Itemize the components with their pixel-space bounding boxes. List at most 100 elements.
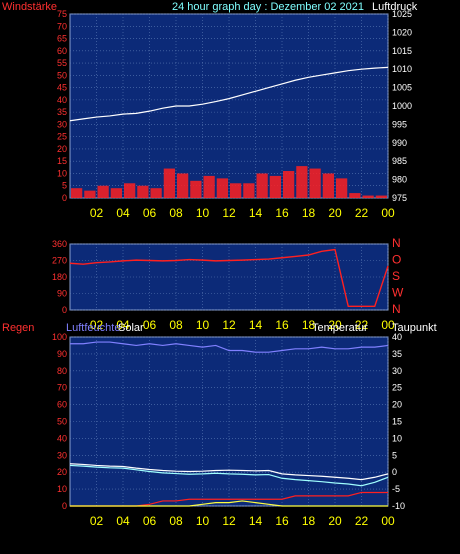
y-tick-label: 60 bbox=[57, 400, 67, 410]
y-tick-label: 30 bbox=[57, 450, 67, 460]
y-tick-label: 10 bbox=[57, 484, 67, 494]
y2-tick-label: 0 bbox=[392, 467, 397, 477]
y2-tick-label: 35 bbox=[392, 349, 402, 359]
y-tick-label: 50 bbox=[57, 70, 67, 80]
x-tick-label: 02 bbox=[90, 514, 104, 528]
x-tick-label: 12 bbox=[222, 206, 236, 220]
y2-tick-label: 1005 bbox=[392, 83, 412, 93]
x-tick-label: 00 bbox=[381, 514, 395, 528]
x-tick-label: 08 bbox=[169, 206, 183, 220]
y2-tick-label: 1015 bbox=[392, 46, 412, 56]
wind-bar bbox=[124, 183, 136, 198]
y-tick-label: 40 bbox=[57, 433, 67, 443]
y-tick-label: 50 bbox=[57, 417, 67, 427]
x-tick-label: 14 bbox=[249, 206, 263, 220]
y2-tick-label: S bbox=[392, 269, 400, 283]
x-tick-label: 14 bbox=[249, 514, 263, 528]
pressure-line bbox=[69, 66, 389, 122]
y-tick-label: 270 bbox=[52, 256, 67, 266]
wind-bar bbox=[137, 185, 149, 198]
x-tick-label: 00 bbox=[381, 206, 395, 220]
wind-bar bbox=[296, 166, 308, 198]
y-tick-label: 35 bbox=[57, 107, 67, 117]
x-tick-label: 06 bbox=[143, 514, 157, 528]
y-tick-label: 0 bbox=[62, 305, 67, 315]
y-tick-label: 60 bbox=[57, 46, 67, 56]
rain-axis-title: Regen bbox=[2, 322, 35, 334]
y-tick-label: 15 bbox=[57, 156, 67, 166]
y2-tick-label: 25 bbox=[392, 383, 402, 393]
y2-tick-label: 980 bbox=[392, 175, 407, 185]
y2-tick-label: 1020 bbox=[392, 27, 412, 37]
x-tick-label: 16 bbox=[275, 318, 289, 332]
y2-tick-label: -10 bbox=[392, 501, 405, 511]
wind-bar bbox=[362, 195, 374, 198]
x-tick-label: 18 bbox=[302, 514, 316, 528]
x-tick-label: 22 bbox=[355, 318, 369, 332]
y2-tick-label: 995 bbox=[392, 119, 407, 129]
x-tick-label: 10 bbox=[196, 206, 210, 220]
x-tick-label: 20 bbox=[328, 318, 342, 332]
y-tick-label: 0 bbox=[62, 501, 67, 511]
chart-title: 24 hour graph day : Dezember 02 2021 bbox=[172, 1, 365, 13]
wind-bar bbox=[71, 188, 83, 198]
temperature-legend-label: Temperatur bbox=[312, 322, 368, 334]
temperatur-line bbox=[69, 463, 389, 481]
wind-bar bbox=[177, 173, 189, 198]
y2-tick-label: 975 bbox=[392, 193, 407, 203]
y2-tick-label: 990 bbox=[392, 138, 407, 148]
y2-tick-label: 1025 bbox=[392, 9, 412, 19]
wind-bar bbox=[322, 173, 334, 198]
y-tick-label: 30 bbox=[57, 119, 67, 129]
taupunkt-line bbox=[69, 464, 389, 487]
y2-tick-label: 985 bbox=[392, 156, 407, 166]
x-tick-label: 12 bbox=[222, 514, 236, 528]
wind-axis-title: Windstärke bbox=[2, 1, 58, 13]
y-tick-label: 75 bbox=[57, 9, 67, 19]
y-tick-label: 40 bbox=[57, 95, 67, 105]
y-tick-label: 0 bbox=[62, 193, 67, 203]
pressure-axis-title: Luftdruck bbox=[372, 1, 418, 13]
x-tick-label: 08 bbox=[169, 318, 183, 332]
solar-legend-label: Solar bbox=[118, 322, 144, 334]
x-tick-label: 04 bbox=[116, 206, 130, 220]
y2-tick-label: 10 bbox=[392, 433, 402, 443]
y-tick-label: 80 bbox=[57, 366, 67, 376]
wind-bar bbox=[150, 188, 162, 198]
y2-tick-label: W bbox=[392, 286, 404, 300]
wind-bar bbox=[283, 171, 295, 198]
y-tick-label: 180 bbox=[52, 272, 67, 282]
dewpoint-axis-title: Taupunkt bbox=[392, 322, 437, 334]
wind-bar bbox=[349, 193, 361, 198]
y2-tick-label: N bbox=[392, 302, 401, 316]
y2-tick-label: 1010 bbox=[392, 64, 412, 74]
x-tick-label: 14 bbox=[249, 318, 263, 332]
y-tick-label: 90 bbox=[57, 349, 67, 359]
x-tick-label: 06 bbox=[143, 318, 157, 332]
y-tick-label: 5 bbox=[62, 181, 67, 191]
wind-bar bbox=[230, 183, 242, 198]
wind-bar bbox=[309, 168, 321, 198]
x-tick-label: 10 bbox=[196, 514, 210, 528]
y-tick-label: 100 bbox=[52, 332, 67, 342]
wind-bar bbox=[243, 183, 255, 198]
y2-tick-label: 15 bbox=[392, 417, 402, 427]
y-tick-label: 70 bbox=[57, 21, 67, 31]
x-tick-label: 22 bbox=[355, 514, 369, 528]
wind-bar bbox=[97, 185, 109, 198]
wind-bar bbox=[84, 190, 96, 198]
x-tick-label: 22 bbox=[355, 206, 369, 220]
x-tick-label: 20 bbox=[328, 206, 342, 220]
wind-bar bbox=[269, 175, 281, 198]
y2-tick-label: O bbox=[392, 253, 401, 267]
x-tick-label: 16 bbox=[275, 514, 289, 528]
x-tick-label: 04 bbox=[116, 318, 130, 332]
wind-bar bbox=[375, 195, 387, 198]
solar-line bbox=[70, 500, 388, 507]
x-tick-label: 16 bbox=[275, 206, 289, 220]
y-tick-label: 70 bbox=[57, 383, 67, 393]
y-tick-label: 360 bbox=[52, 239, 67, 249]
wind-bar bbox=[256, 173, 268, 198]
y-tick-label: 20 bbox=[57, 144, 67, 154]
